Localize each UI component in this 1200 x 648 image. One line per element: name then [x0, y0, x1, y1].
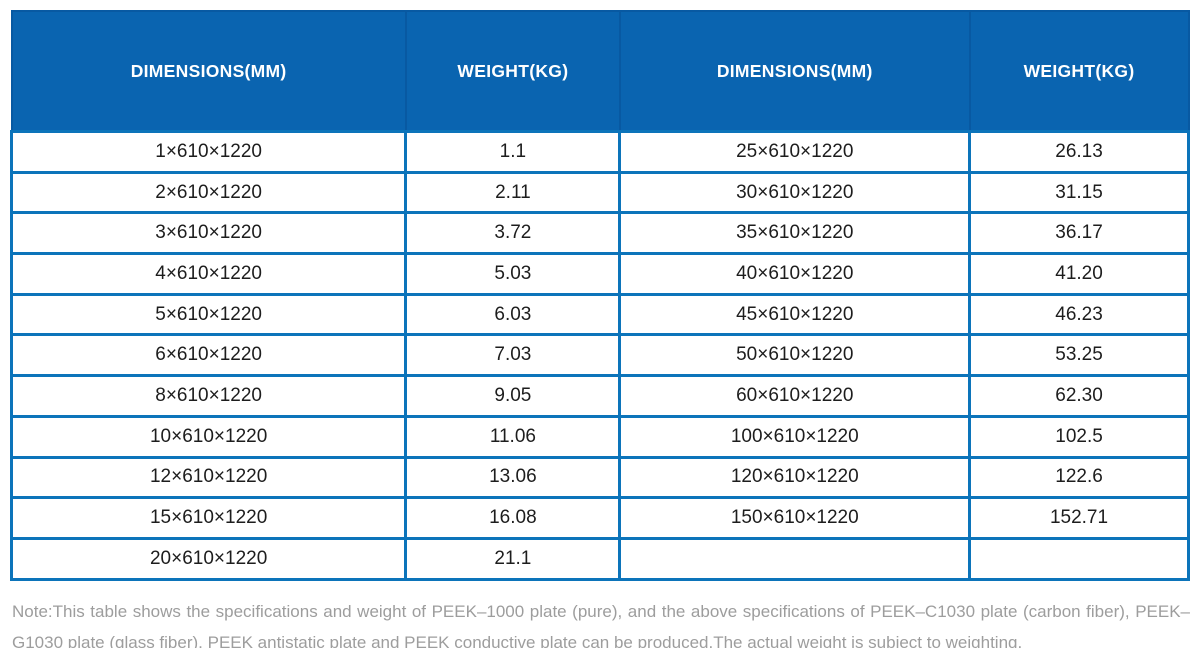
- dimension-cell: 15×610×1220: [9, 496, 408, 540]
- weight-cell: 2.11: [404, 170, 622, 215]
- column-header-weight-right: WEIGHT(KG): [968, 10, 1190, 133]
- weight-cell: 53.25: [968, 333, 1190, 378]
- dimension-cell: 12×610×1220: [9, 455, 408, 500]
- dimension-cell: 10×610×1220: [9, 414, 408, 459]
- spec-table-body: 1×610×1220 1.1 25×610×1220 26.13 2×610×1220 2…: [9, 130, 1190, 581]
- weight-cell: 13.06: [404, 455, 622, 500]
- dimension-cell: 30×610×1220: [618, 170, 972, 215]
- weight-cell: 122.6: [968, 455, 1190, 500]
- dimension-cell: 50×610×1220: [618, 333, 972, 378]
- column-header-dimensions-right: DIMENSIONS(MM): [618, 10, 971, 133]
- table-row: 6×610×1220 7.03 50×610×1220 53.25: [9, 333, 1190, 378]
- dimension-cell: [618, 536, 972, 581]
- dimension-cell: 100×610×1220: [618, 414, 972, 459]
- dimension-cell: 20×610×1220: [9, 536, 408, 581]
- weight-cell: 41.20: [968, 252, 1190, 296]
- dimension-cell: 2×610×1220: [9, 170, 408, 215]
- weight-cell: 5.03: [404, 252, 622, 296]
- table-row: 15×610×1220 16.08 150×610×1220 152.71: [9, 496, 1190, 540]
- dimension-cell: 35×610×1220: [618, 211, 972, 256]
- footnote: Note:This table shows the specifications…: [12, 601, 1190, 648]
- weight-cell: 62.30: [968, 374, 1190, 418]
- table-row: 1×610×1220 1.1 25×610×1220 26.13: [9, 130, 1190, 174]
- weight-cell: 36.17: [968, 211, 1190, 256]
- column-header-weight-left: WEIGHT(KG): [404, 10, 621, 133]
- table-row: 8×610×1220 9.05 60×610×1220 62.30: [9, 374, 1190, 418]
- weight-cell: 11.06: [404, 414, 622, 459]
- weight-cell: 6.03: [404, 292, 622, 337]
- column-header-dimensions-left: DIMENSIONS(MM): [10, 10, 407, 133]
- dimension-cell: 40×610×1220: [618, 252, 972, 296]
- weight-cell: 16.08: [404, 496, 622, 540]
- dimension-cell: 6×610×1220: [9, 333, 408, 378]
- weight-cell: 21.1: [404, 536, 622, 581]
- weight-cell: 26.13: [968, 130, 1190, 174]
- weight-cell: 3.72: [404, 211, 622, 256]
- weight-cell: 1.1: [404, 130, 622, 174]
- table-row: 12×610×1220 13.06 120×610×1220 122.6: [9, 455, 1190, 500]
- dimension-cell: 8×610×1220: [9, 374, 408, 418]
- weight-cell: 102.5: [968, 414, 1190, 459]
- dimension-cell: 150×610×1220: [618, 496, 972, 540]
- table-row: 10×610×1220 11.06 100×610×1220 102.5: [9, 414, 1190, 459]
- weight-cell: 9.05: [404, 374, 622, 418]
- weight-cell: [968, 536, 1190, 581]
- dimension-cell: 25×610×1220: [618, 130, 972, 174]
- weight-cell: 7.03: [404, 333, 622, 378]
- dimension-cell: 3×610×1220: [9, 211, 408, 256]
- weight-cell: 31.15: [968, 170, 1190, 215]
- table-row: 4×610×1220 5.03 40×610×1220 41.20: [9, 252, 1190, 296]
- table-row: 3×610×1220 3.72 35×610×1220 36.17: [9, 211, 1190, 256]
- dimension-cell: 45×610×1220: [618, 292, 972, 337]
- dimension-cell: 5×610×1220: [9, 292, 408, 337]
- dimension-cell: 4×610×1220: [9, 252, 408, 296]
- dimension-cell: 120×610×1220: [618, 455, 972, 500]
- weight-cell: 46.23: [968, 292, 1190, 337]
- dimension-cell: 60×610×1220: [618, 374, 972, 418]
- spec-table: DIMENSIONS(MM) WEIGHT(KG) DIMENSIONS(MM)…: [9, 10, 1190, 581]
- table-row: 2×610×1220 2.11 30×610×1220 31.15: [9, 170, 1190, 215]
- dimension-cell: 1×610×1220: [9, 130, 408, 174]
- spec-table-header: DIMENSIONS(MM) WEIGHT(KG) DIMENSIONS(MM)…: [10, 10, 1190, 133]
- table-row: 20×610×1220 21.1: [9, 536, 1190, 581]
- header-row: DIMENSIONS(MM) WEIGHT(KG) DIMENSIONS(MM)…: [10, 10, 1190, 133]
- table-row: 5×610×1220 6.03 45×610×1220 46.23: [9, 292, 1190, 337]
- weight-cell: 152.71: [968, 496, 1190, 540]
